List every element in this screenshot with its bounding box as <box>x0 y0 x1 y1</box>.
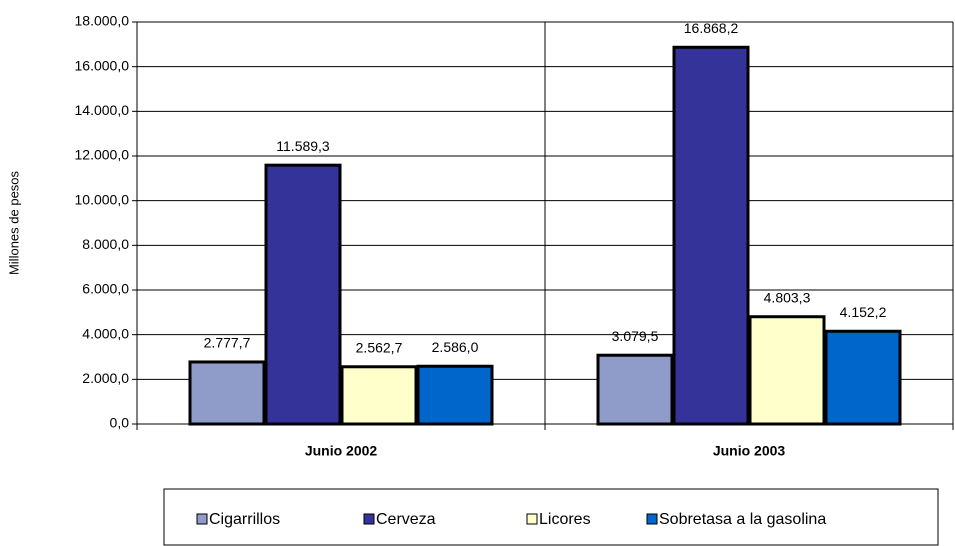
legend-label: Cigarrillos <box>209 511 280 528</box>
legend-label: Licores <box>539 511 591 528</box>
y-tick-label: 10.000,0 <box>75 191 130 207</box>
value-label: 2.586,0 <box>432 339 479 355</box>
value-label: 16.868,2 <box>684 20 739 36</box>
y-tick-label: 18.000,0 <box>75 13 130 29</box>
y-tick-label: 12.000,0 <box>75 147 130 163</box>
y-tick-label: 0,0 <box>110 415 130 431</box>
value-label: 4.152,2 <box>840 304 887 320</box>
y-axis-label: Millones de pesos <box>6 170 21 275</box>
bar <box>188 360 266 426</box>
legend-label: Cerveza <box>376 511 436 528</box>
legend-box <box>163 488 939 546</box>
value-label: 2.777,7 <box>204 335 251 351</box>
value-label: 11.589,3 <box>276 138 330 154</box>
legend-swatch <box>196 513 208 525</box>
y-tick-label: 2.000,0 <box>82 370 129 386</box>
x-tick-label: Junio 2003 <box>713 443 786 459</box>
y-tick-label: 8.000,0 <box>82 236 129 252</box>
legend-swatch <box>526 513 538 525</box>
y-tick-label: 14.000,0 <box>75 102 130 118</box>
x-tick-label: Junio 2002 <box>305 443 378 459</box>
bar <box>748 315 826 426</box>
value-label: 2.562,7 <box>356 339 403 355</box>
y-tick-label: 4.000,0 <box>82 325 129 341</box>
bar <box>416 364 494 426</box>
value-label: 4.803,3 <box>764 289 811 305</box>
bar <box>340 365 418 426</box>
legend-swatch <box>646 513 658 525</box>
bar <box>264 163 342 426</box>
bar <box>824 329 902 426</box>
legend-label: Sobretasa a la gasolina <box>659 511 826 528</box>
value-label: 3.079,5 <box>612 328 659 344</box>
bar <box>672 45 750 426</box>
bar <box>596 353 674 426</box>
y-tick-label: 6.000,0 <box>82 281 129 297</box>
y-tick-label: 16.000,0 <box>75 57 130 73</box>
legend-swatch <box>363 513 375 525</box>
